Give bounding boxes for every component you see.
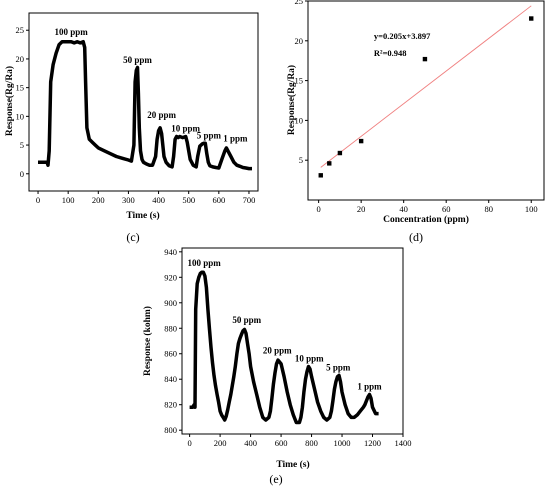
chart-d-ytick-label: 5 (299, 155, 303, 165)
chart-d-ytick-label: 10 (295, 115, 304, 125)
chart-e-ytick-label: 940 (164, 247, 177, 257)
chart-e-annotation: 5 ppm (326, 362, 351, 372)
chart-d-annotation: R²=0.948 (374, 48, 407, 58)
chart-e-xtick-label: 1000 (334, 438, 351, 448)
chart-c-xtick-label: 400 (152, 195, 165, 205)
chart-d-ytick-label: 15 (295, 76, 304, 86)
chart-c-series-line (38, 39, 252, 171)
chart-c-annotation: 10 ppm (171, 123, 200, 133)
chart-d-ytick-label: 20 (295, 36, 304, 46)
chart-e-series-line (189, 270, 379, 425)
chart-c-xtick-label: 100 (62, 195, 75, 205)
chart-c-xtick-label: 200 (92, 195, 105, 205)
chart-e-ytick-label: 920 (164, 272, 177, 282)
chart-c-xtick-label: 700 (243, 195, 256, 205)
chart-c-xtick-label: 600 (212, 195, 225, 205)
chart-e-ytick-label: 880 (164, 323, 177, 333)
chart-c-annotation: 50 ppm (123, 55, 152, 65)
chart-e-annotation: 100 ppm (187, 258, 221, 268)
chart-e-ytick-label: 860 (164, 349, 177, 359)
chart-e-caption: (e) (269, 472, 282, 486)
chart-d-ytick-label: 25 (295, 0, 304, 6)
chart-e-ytick-label: 820 (164, 400, 177, 410)
chart-e-annotation: 1 ppm (357, 381, 382, 391)
chart-c-ytick-label: 20 (16, 54, 25, 64)
chart-c-annotation: 1 ppm (223, 134, 248, 144)
chart-e-frame (181, 247, 404, 435)
chart-e-annotation: 20 ppm (263, 346, 292, 356)
chart-d-point (422, 56, 428, 62)
chart-e-ytick-label: 840 (164, 374, 177, 384)
chart-d-annotation: y=0.205x+3.897 (374, 31, 431, 41)
chart-c-xtick-label: 500 (182, 195, 195, 205)
chart-c-frame (28, 12, 259, 192)
chart-e-xtick-label: 200 (214, 438, 227, 448)
chart-d-xtick-label: 100 (525, 204, 538, 214)
chart-c-xtick-label: 0 (36, 195, 40, 205)
chart-c: 0 100 200 300 400 500 600 700 0 5 10 15 20 25 100 ppm… (4, 12, 259, 244)
chart-c-annotation: 100 ppm (55, 27, 89, 37)
chart-d-caption: (d) (409, 230, 423, 244)
chart-c-annotation: 20 ppm (147, 110, 176, 120)
chart-c-annotation: 5 ppm (197, 131, 222, 141)
chart-e-xlabel: Time (s) (276, 459, 309, 470)
chart-e: 0 200 400 600 800 1000 1200 1400 800 820 840 860 880… (142, 247, 412, 486)
chart-d-xtick-label: 0 (317, 204, 321, 214)
chart-c-xtick-label: 300 (122, 195, 135, 205)
chart-d-fit-line (320, 5, 532, 168)
chart-d-point (358, 138, 364, 144)
chart-e-ytick-label: 900 (164, 298, 177, 308)
chart-c-ytick-label: 25 (16, 25, 25, 35)
chart-e-ylabel: Response (kohm) (142, 306, 153, 376)
chart-d-xtick-label: 80 (484, 204, 493, 214)
chart-c-ytick-label: 0 (20, 169, 24, 179)
chart-e-xtick-label: 0 (187, 438, 191, 448)
chart-c-ylabel: Response(Rg/Ra) (4, 66, 15, 136)
chart-d-xtick-label: 60 (442, 204, 451, 214)
chart-e-xtick-label: 1400 (395, 438, 412, 448)
chart-c-ytick-label: 15 (16, 83, 25, 93)
chart-d-point (318, 173, 323, 178)
chart-d-xtick-label: 20 (357, 204, 366, 214)
chart-d-point (529, 16, 534, 21)
chart-e-annotation: 10 ppm (295, 353, 324, 363)
chart-d-frame (307, 0, 545, 201)
chart-d-point (337, 150, 343, 156)
chart-c-ytick-label: 10 (16, 111, 25, 121)
chart-e-xtick-label: 400 (244, 438, 257, 448)
chart-d-point (327, 161, 332, 166)
chart-c-ytick-label: 5 (20, 140, 24, 150)
chart-e-ytick-label: 800 (164, 425, 177, 435)
chart-d-xlabel: Concentration (ppm) (383, 214, 469, 225)
chart-c-xlabel: Time (s) (126, 210, 159, 221)
chart-d-xtick-label: 40 (399, 204, 408, 214)
chart-e-xtick-label: 800 (305, 438, 318, 448)
chart-d: 0 20 40 60 80 100 5 10 15 20 25 y=0.205x+3.897 R²=0… (286, 0, 545, 244)
chart-e-xtick-label: 600 (275, 438, 288, 448)
chart-c-caption: (c) (126, 230, 139, 244)
chart-e-xtick-label: 1200 (364, 438, 381, 448)
chart-e-annotation: 50 ppm (232, 315, 261, 325)
chart-d-ylabel: Response(Rg/Ra) (286, 65, 297, 135)
